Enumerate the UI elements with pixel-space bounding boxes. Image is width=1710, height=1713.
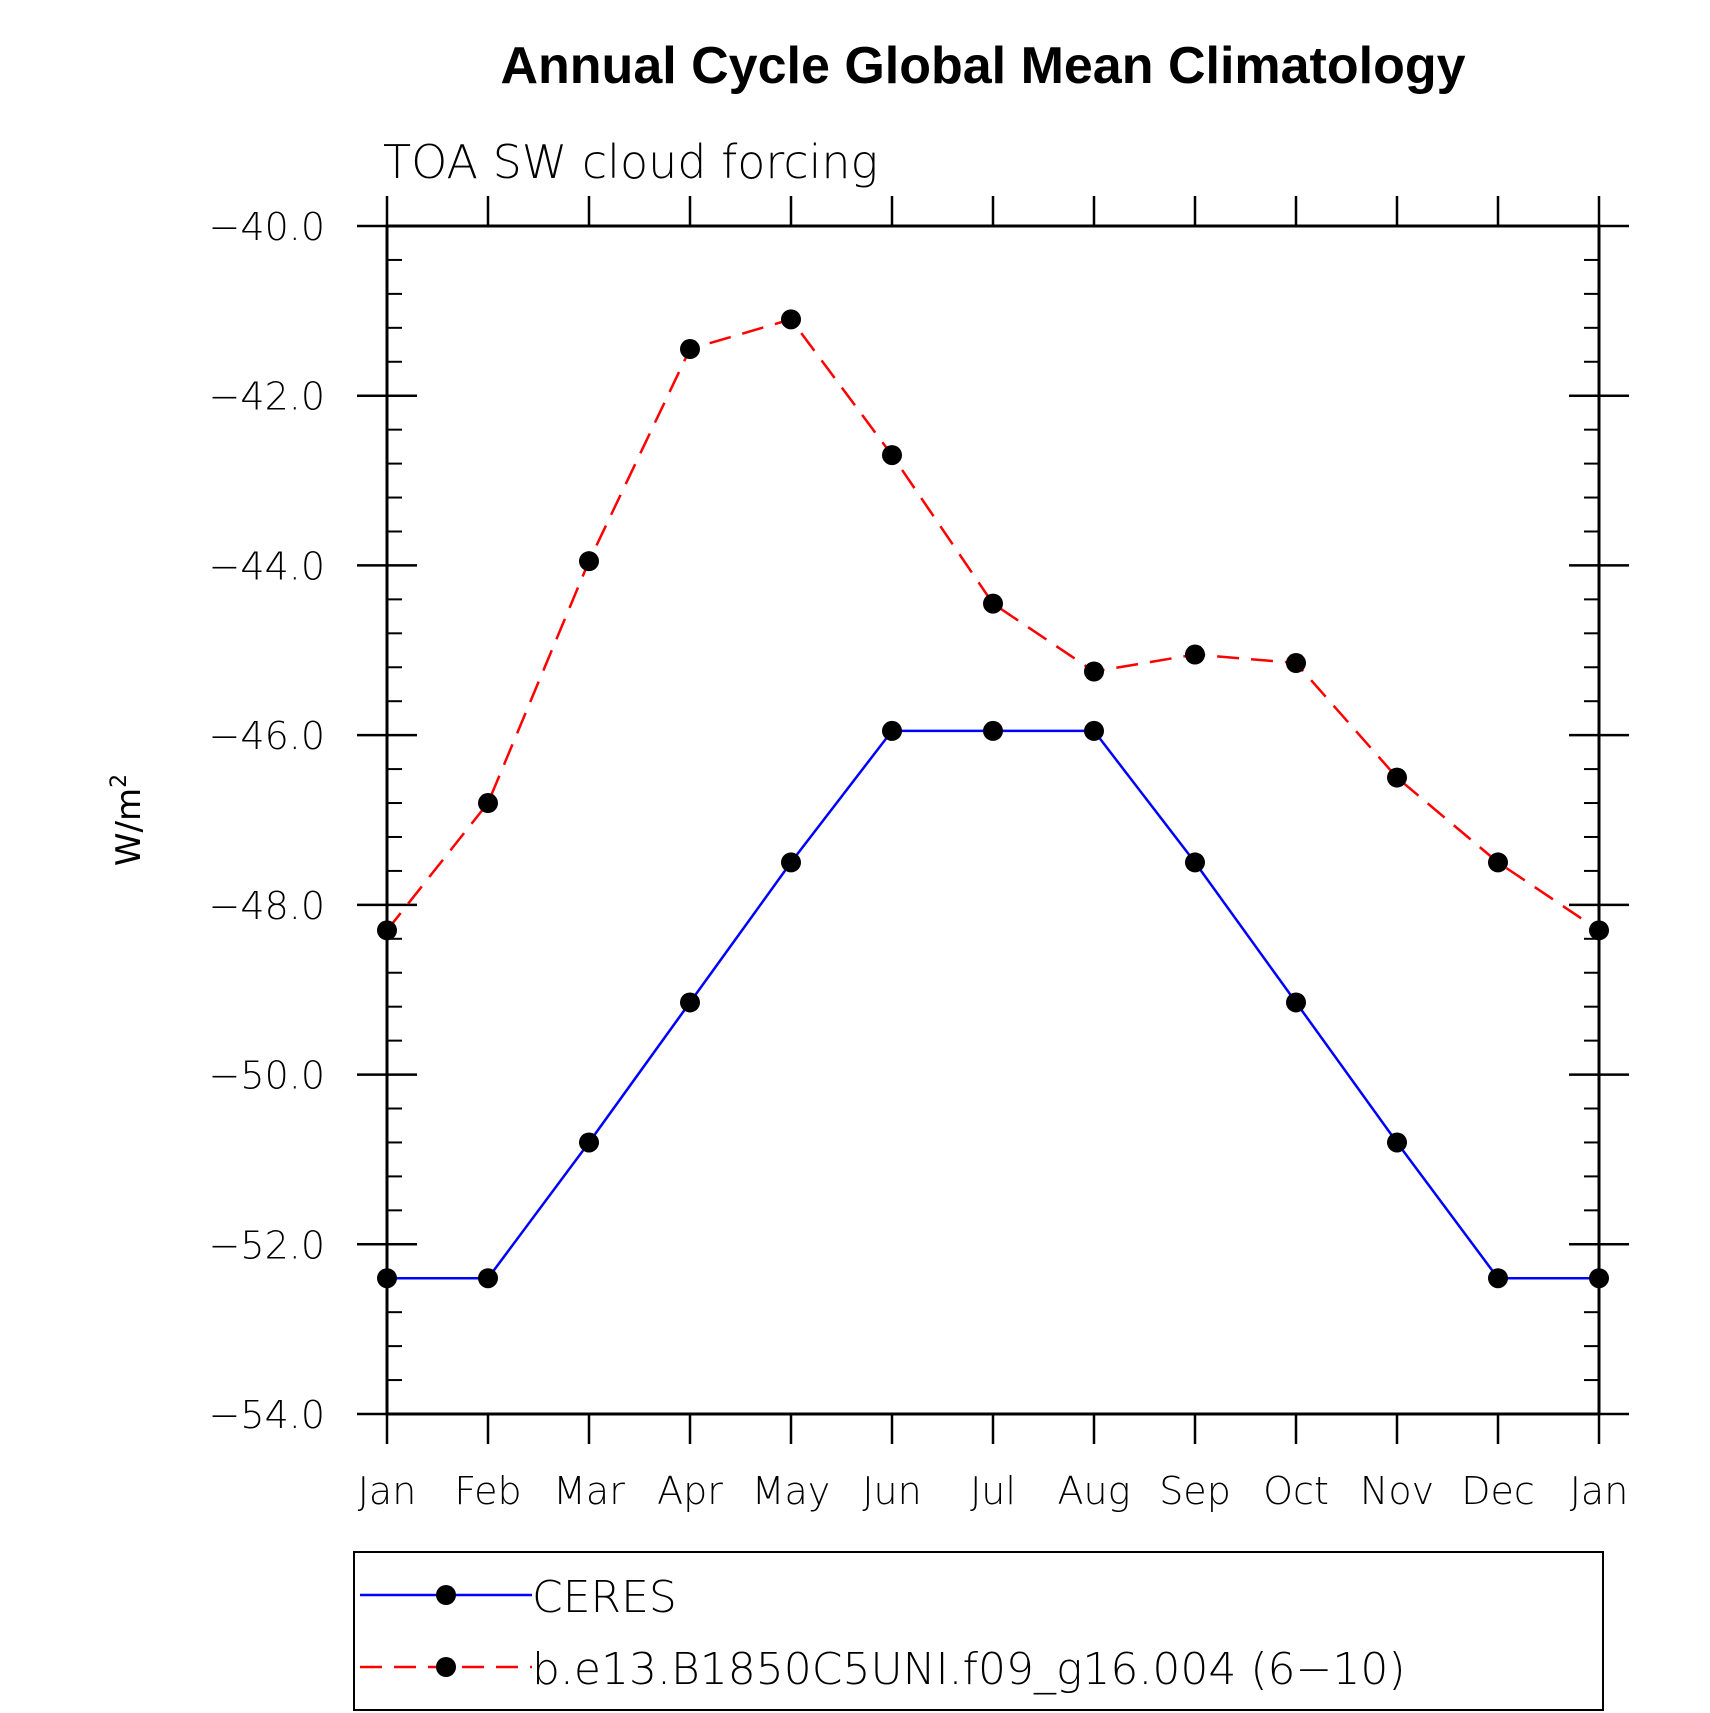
ytick-label: −40.0 — [209, 205, 325, 249]
data-point-model — [1387, 767, 1407, 788]
chart-subtitle: TOA SW cloud forcing — [383, 135, 878, 189]
xtick-label: Aug — [1058, 1469, 1131, 1513]
xtick-label: Jul — [970, 1469, 1016, 1513]
data-point-ceres — [478, 1268, 498, 1289]
legend: CERES b.e13.B1850C5UNI.f09_g16.004 (6−10… — [353, 1551, 1604, 1711]
xtick-label: Jan — [1570, 1469, 1629, 1513]
data-point-model — [1589, 920, 1609, 941]
legend-box — [353, 1551, 1604, 1711]
data-point-model — [680, 339, 700, 360]
xtick-label: Dec — [1461, 1469, 1535, 1513]
data-point-ceres — [983, 720, 1003, 741]
data-point-model — [478, 793, 498, 814]
plot-frame — [385, 224, 1601, 1416]
series-points — [377, 309, 1609, 1289]
data-point-model — [377, 920, 397, 941]
xtick-label: Jun — [862, 1469, 921, 1513]
series-line-ceres — [387, 729, 1599, 1280]
series-line-model — [386, 317, 1600, 932]
axis-ticks — [357, 196, 1629, 1444]
y-axis-label-superscript: 2 — [107, 774, 132, 788]
data-point-model — [983, 593, 1003, 614]
xtick-label: May — [752, 1469, 831, 1513]
data-point-model — [1185, 644, 1205, 665]
ytick-label: −52.0 — [209, 1223, 325, 1267]
data-point-ceres — [1185, 852, 1205, 873]
xtick-label: Oct — [1263, 1469, 1329, 1513]
svg-text:W/m2: W/m2 — [107, 774, 149, 866]
data-point-ceres — [377, 1268, 397, 1289]
data-point-ceres — [680, 992, 700, 1013]
data-point-ceres — [1589, 1268, 1609, 1289]
data-point-model — [781, 309, 801, 330]
data-point-ceres — [781, 852, 801, 873]
xtick-label: Jan — [358, 1469, 417, 1513]
xtick-label: Apr — [657, 1469, 723, 1513]
data-point-model — [1084, 661, 1104, 682]
ytick-label: −46.0 — [209, 714, 325, 758]
ytick-label: −42.0 — [209, 375, 325, 419]
data-point-ceres — [1286, 992, 1306, 1013]
data-point-model — [1286, 653, 1306, 674]
legend-marker-model — [436, 1657, 456, 1677]
legend-label-model: b.e13.B1850C5UNI.f09_g16.004 (6−10) — [532, 1644, 1406, 1695]
ytick-label: −48.0 — [209, 884, 325, 928]
chart-title: Annual Cycle Global Mean Climatology — [500, 37, 1465, 95]
y-axis-label: W/m2 — [107, 774, 149, 866]
xtick-label: Feb — [454, 1469, 521, 1513]
xtick-label: Mar — [553, 1469, 625, 1513]
xtick-label: Sep — [1159, 1469, 1231, 1513]
data-point-model — [882, 445, 902, 466]
ytick-label: −44.0 — [209, 544, 325, 588]
data-point-model — [579, 551, 599, 572]
data-point-ceres — [579, 1132, 599, 1153]
y-axis-label-text: W/m — [109, 788, 149, 866]
series-lines — [386, 317, 1600, 1280]
ytick-label: −54.0 — [209, 1393, 325, 1437]
data-point-ceres — [1488, 1268, 1508, 1289]
xtick-label: Nov — [1360, 1469, 1434, 1513]
legend-label-ceres: CERES — [532, 1572, 677, 1623]
y-tick-labels: −40.0 −42.0 −44.0 −46.0 −48.0 −50.0 −52.0 −54.0 — [209, 205, 325, 1437]
data-point-ceres — [882, 720, 902, 741]
data-point-ceres — [1387, 1132, 1407, 1153]
x-tick-labels: Jan Feb Mar Apr May Jun Jul Aug Sep Oct Nov Dec Jan — [358, 1469, 1629, 1513]
data-point-ceres — [1084, 720, 1104, 741]
data-point-model — [1488, 852, 1508, 873]
legend-marker-ceres — [436, 1585, 456, 1605]
ytick-label: −50.0 — [209, 1054, 325, 1098]
